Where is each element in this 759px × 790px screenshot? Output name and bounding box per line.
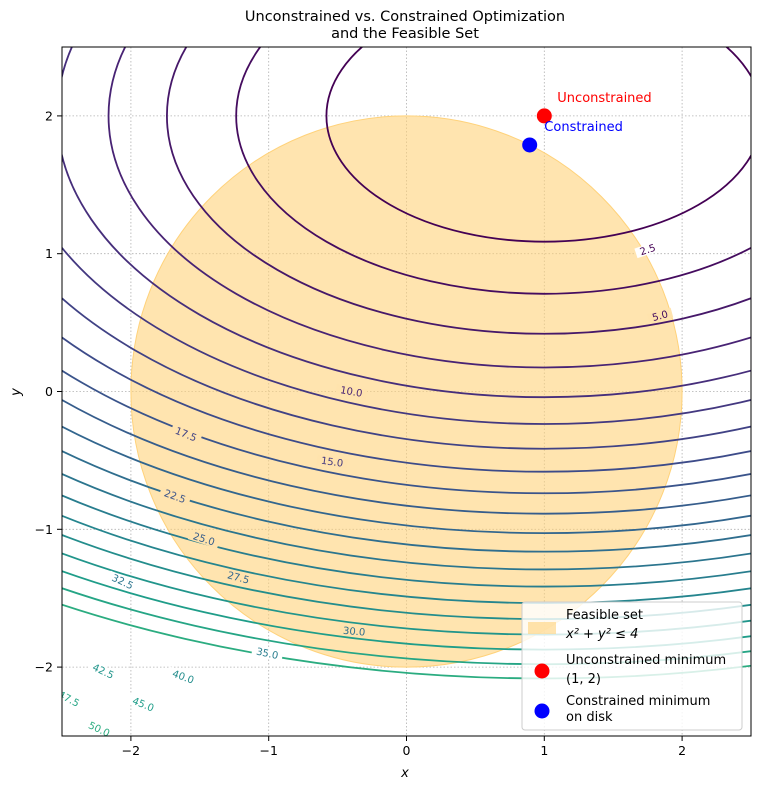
x-tick-label-4: 2 xyxy=(678,743,686,758)
contour-level-6 xyxy=(62,296,751,450)
legend-constrained-marker xyxy=(534,703,550,719)
contour-label-knockout-7 xyxy=(222,568,255,587)
contour-label-2: 10.0 xyxy=(339,385,363,400)
contour-level-2 xyxy=(166,47,751,335)
constrained-annotation: Constrained xyxy=(544,120,623,135)
contour-label-knockout-9 xyxy=(106,570,139,593)
x-tick-label-3: 1 xyxy=(540,743,548,758)
y-tick-label-2: 0 xyxy=(45,384,53,399)
x-axis-label: x xyxy=(400,766,409,781)
contour-label-knockout-10 xyxy=(251,645,284,662)
contour-level-5 xyxy=(62,246,751,425)
legend-feasible-set-formula: x² + y² ≤ 4 xyxy=(565,627,638,642)
y-tick-label-1: −1 xyxy=(35,522,53,537)
legend-constrained-sub: on disk xyxy=(566,710,613,725)
legend-feasible-set-label: Feasible set xyxy=(566,608,643,623)
contour-label-knockout-0 xyxy=(634,241,661,259)
unconstrained-annotation: Unconstrained xyxy=(557,91,651,106)
legend-unconstrained-coords: (1, 2) xyxy=(566,672,601,687)
contour-label-1: 5.0 xyxy=(651,309,669,324)
contour-level-8 xyxy=(62,369,751,495)
unconstrained-minimum-point xyxy=(536,108,552,124)
contour-level-11 xyxy=(62,449,751,553)
contour-label-knockout-6 xyxy=(187,529,221,549)
contour-label-knockout-2 xyxy=(335,383,368,400)
y-tick-label-3: 1 xyxy=(45,246,53,261)
contour-label-knockout-4 xyxy=(169,423,203,445)
legend-constrained-label: Constrained minimum xyxy=(566,694,710,709)
y-axis-label: y xyxy=(9,388,24,397)
contour-level-12 xyxy=(62,472,751,571)
constrained-minimum-point xyxy=(522,137,538,153)
contour-level-0 xyxy=(325,47,751,243)
contour-label-knockout-5 xyxy=(158,486,192,507)
contour-label-knockout-13 xyxy=(127,693,160,715)
x-tick-label-2: 0 xyxy=(403,743,411,758)
plot-area: 2.55.010.015.017.522.525.027.530.032.535… xyxy=(61,46,752,737)
chart-title-line2: and the Feasible Set xyxy=(331,26,479,42)
legend: Feasible set x² + y² ≤ 4 Unconstrained m… xyxy=(521,601,743,731)
x-tick-label-0: −2 xyxy=(122,743,140,758)
contour-label-knockout-15 xyxy=(83,718,116,736)
contour-label-8: 30.0 xyxy=(342,626,365,639)
contour-label-3: 15.0 xyxy=(320,456,344,470)
contour-label-knockout-14 xyxy=(62,687,85,711)
contour-label-knockout-1 xyxy=(646,307,674,324)
contour-label-knockout-8 xyxy=(338,624,370,638)
contour-level-1 xyxy=(235,47,751,295)
y-tick-label-0: −2 xyxy=(35,660,53,675)
contour-label-knockout-11 xyxy=(167,666,200,687)
axis-ticks: −2 −1 0 1 2 −2 −1 0 1 2 xyxy=(35,108,687,758)
contour-label-10: 35.0 xyxy=(255,647,279,662)
contour-level-13 xyxy=(62,494,751,588)
chart-title-line1: Unconstrained vs. Constrained Optimizati… xyxy=(245,9,565,25)
contour-label-0: 2.5 xyxy=(639,243,658,258)
legend-feasible-set-swatch xyxy=(528,622,556,634)
contour-level-9 xyxy=(62,398,751,515)
contour-labels: 2.55.010.015.017.522.525.027.530.032.535… xyxy=(62,241,674,736)
contour-label-knockout-3 xyxy=(316,454,349,469)
x-tick-label-1: −1 xyxy=(259,743,277,758)
contour-level-7 xyxy=(62,336,751,473)
contour-level-4 xyxy=(62,47,751,398)
contour-level-10 xyxy=(62,425,751,534)
contour-label-knockout-12 xyxy=(87,660,120,683)
y-tick-label-4: 2 xyxy=(45,108,53,123)
legend-unconstrained-marker xyxy=(534,663,550,679)
legend-unconstrained-label: Unconstrained minimum xyxy=(566,653,726,668)
legend-box xyxy=(521,601,743,731)
feasible-set-disk xyxy=(130,115,683,668)
contour-level-3 xyxy=(107,47,751,369)
